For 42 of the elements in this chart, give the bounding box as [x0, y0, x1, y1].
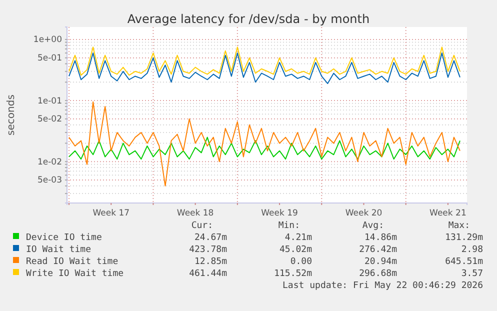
legend-label: Write IO Wait time — [26, 269, 124, 279]
y-axis-title: seconds — [6, 94, 17, 136]
x-tick-label: Week 20 — [345, 208, 382, 219]
line-series — [68, 101, 460, 186]
text: Last update: Fri May 22 00:46:29 2026 — [282, 281, 483, 291]
text: 2.98 — [461, 245, 483, 255]
x-tick-label: Week 19 — [261, 208, 298, 219]
line-series — [68, 46, 460, 76]
text: 3.57 — [461, 269, 483, 279]
text: 45.02m — [279, 245, 312, 255]
text: Min: — [278, 221, 300, 231]
legend-label: Device IO time — [26, 233, 102, 243]
text: 423.78m — [189, 245, 227, 255]
text: 276.42m — [359, 245, 397, 255]
chart-title: Average latency for /dev/sda - by month — [127, 12, 370, 26]
text: Cur: — [191, 221, 213, 231]
legend-label: Read IO Wait time — [26, 257, 118, 267]
text: 461.44m — [189, 269, 227, 279]
text: 14.86m — [364, 233, 397, 243]
y-tick-label: 1e-02 — [37, 157, 62, 168]
x-tick-label: Week 17 — [92, 208, 130, 219]
legend-label: IO Wait time — [26, 245, 92, 255]
text: 20.94m — [364, 257, 397, 267]
line-series — [68, 136, 460, 160]
text: 115.52m — [274, 269, 312, 279]
text: 296.68m — [359, 269, 397, 279]
x-tick-label: Week 21 — [430, 208, 466, 219]
y-tick-label: 5e-02 — [37, 114, 62, 125]
text: 12.85m — [194, 257, 227, 267]
y-tick-label: 1e-01 — [37, 96, 62, 106]
line-series — [68, 52, 460, 84]
x-tick-label: Week 18 — [176, 208, 214, 219]
text: Avg: — [362, 221, 384, 231]
y-tick-label: 5e-03 — [37, 176, 62, 186]
text: Max: — [448, 221, 470, 231]
text: 645.51m — [445, 257, 483, 267]
text: 24.67m — [194, 233, 227, 243]
y-tick-label: 5e-01 — [37, 54, 62, 64]
text: 0.00 — [290, 257, 312, 267]
text: 4.21m — [284, 233, 312, 243]
text: 131.29m — [445, 233, 483, 243]
y-tick-label: 1e+00 — [33, 35, 62, 46]
